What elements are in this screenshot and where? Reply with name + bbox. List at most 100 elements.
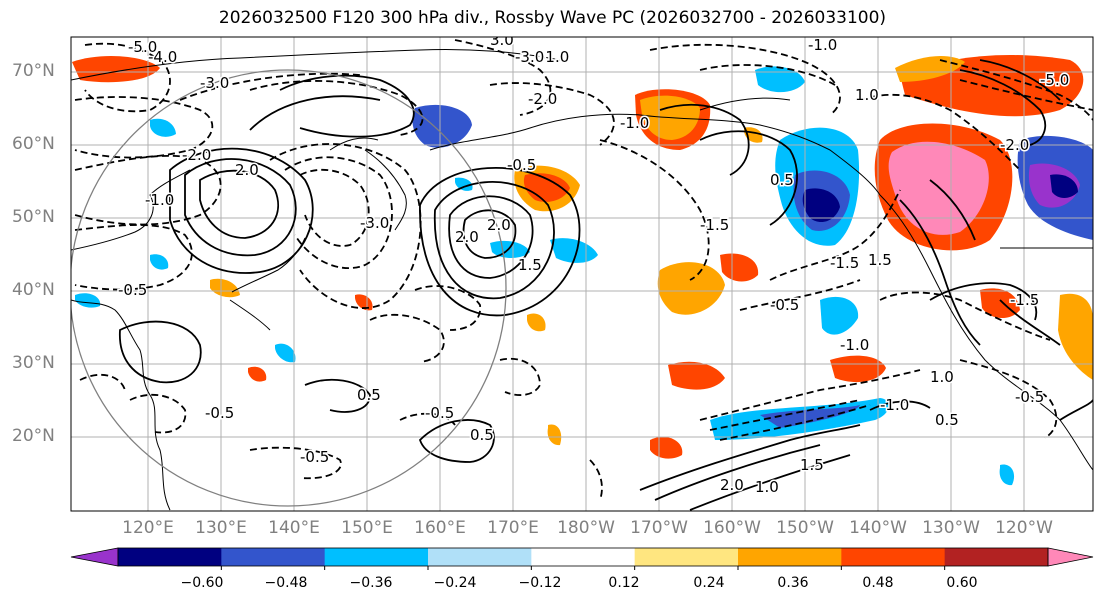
- contour-label: -0.5: [770, 296, 799, 314]
- contour-label: 2.0: [720, 476, 744, 494]
- lat-label: 30°N: [12, 353, 55, 373]
- contour-label: 2.0: [235, 161, 259, 179]
- negative-div-patch: [150, 118, 176, 137]
- positive-div-patch: [980, 288, 1020, 319]
- contour-label: -1.0: [840, 336, 869, 354]
- contour-label: -1.0: [145, 191, 174, 209]
- lon-label: 120°W: [995, 518, 1053, 538]
- contour-label: -0.5: [118, 281, 147, 299]
- positive-div-patch: [650, 436, 683, 459]
- colorbar-segment: [634, 548, 739, 566]
- gridlines: [71, 37, 1093, 511]
- colorbar: [70, 547, 1094, 570]
- contour-label: -1.0: [540, 48, 569, 66]
- contour-label: -0.5: [1015, 388, 1044, 406]
- lon-label: 140°E: [268, 518, 320, 538]
- divergence-shading: [72, 55, 1093, 486]
- lon-label: 130°E: [195, 518, 247, 538]
- colorbar-segment: [738, 548, 842, 566]
- contour-label: 0.5: [770, 171, 794, 189]
- contour-label: 1.5: [868, 251, 892, 269]
- negative-div-patch: [1050, 174, 1078, 198]
- contour-label: -1.0: [880, 396, 909, 414]
- lon-label: 170°W: [630, 518, 688, 538]
- contour-label: 1.0: [755, 478, 779, 496]
- negative-div-patch: [275, 343, 296, 363]
- contour-label: -1.0: [808, 36, 837, 54]
- colorbar-tick-label: −0.48: [264, 575, 308, 591]
- positive-div-patch: [830, 355, 886, 383]
- lon-label: 180°W: [557, 518, 615, 538]
- positive-div-patch: [657, 262, 725, 315]
- colorbar-segment: [428, 548, 532, 566]
- lon-label: 150°E: [341, 518, 393, 538]
- contour-label: -4.0: [148, 48, 177, 66]
- map-panel: -5.0-4.0-3.0-2.0-1.0-0.5-0.5-0.5-0.5-1.0…: [71, 36, 1093, 511]
- contour-label: 0.5: [470, 426, 494, 444]
- colorbar-segment: [531, 548, 636, 566]
- positive-div-patch: [1058, 293, 1093, 380]
- colorbar-frame: [117, 547, 1049, 567]
- contour-label: 0.5: [935, 411, 959, 429]
- positive-div-patch: [355, 294, 373, 311]
- lon-label: 160°W: [703, 518, 761, 538]
- contour-label: -2.0: [1000, 136, 1029, 154]
- positive-contours: [119, 59, 1093, 511]
- contour-label: -0.5: [507, 156, 536, 174]
- colorbar-segment: [118, 548, 222, 566]
- lat-label: 70°N: [12, 61, 55, 81]
- lon-label: 150°W: [776, 518, 834, 538]
- contour-labels: -5.0-4.0-3.0-2.0-1.0-0.5-0.5-0.5-0.5-1.0…: [117, 36, 1071, 498]
- coastlines: [71, 48, 1093, 511]
- lon-label: 170°E: [487, 518, 539, 538]
- coastline-arctic: [71, 48, 561, 81]
- positive-div-patch: [668, 361, 725, 390]
- colorbar-tick-label: 0.36: [777, 575, 809, 591]
- negative-div-patch: [802, 188, 840, 223]
- negative-div-patch: [455, 177, 473, 191]
- contour-label: -2.0: [182, 146, 211, 164]
- contour-label: -5.0: [128, 38, 157, 56]
- colorbar-segment: [841, 548, 946, 566]
- contour-label: -1.5: [830, 254, 859, 272]
- negative-div-patch: [999, 464, 1015, 486]
- colorbar-segment: [944, 548, 1049, 566]
- negative-contours: [74, 39, 1093, 501]
- lat-label: 20°N: [12, 426, 55, 446]
- positive-div-patch: [527, 313, 546, 332]
- great-circle-marker: [71, 69, 507, 507]
- negative-div-patch: [75, 293, 101, 308]
- contour-label: -5.0: [1040, 71, 1069, 89]
- coastline-asia: [71, 169, 191, 511]
- contour-label: -0.5: [425, 404, 454, 422]
- lon-label: 160°E: [414, 518, 466, 538]
- contour-label: 2.0: [455, 228, 479, 246]
- lon-label: 120°E: [122, 518, 174, 538]
- contour-label: 1.5: [800, 456, 824, 474]
- negative-div-patch: [412, 104, 472, 148]
- contour-label: -3.0: [360, 214, 389, 232]
- contour-label: -0.5: [205, 404, 234, 422]
- negative-div-patch: [490, 240, 530, 258]
- positive-div-patch: [210, 278, 240, 298]
- contour-label: 0.5: [357, 386, 381, 404]
- contour-label: -2.0: [528, 90, 557, 108]
- contour-label: -1.5: [700, 216, 729, 234]
- contour-label: -1.5: [1010, 291, 1039, 309]
- lat-label: 50°N: [12, 207, 55, 227]
- coastline-na-west: [879, 194, 1093, 471]
- colorbar-tick-label: −0.12: [518, 575, 562, 591]
- lat-label: 40°N: [12, 280, 55, 300]
- lon-label: 140°W: [849, 518, 907, 538]
- colorbar-segment: [221, 548, 326, 566]
- contour-label: -3.0: [515, 48, 544, 66]
- positive-div-patch: [248, 366, 267, 382]
- colorbar-tick-label: 0.48: [862, 575, 894, 591]
- colorbar-tick-label: 0.60: [946, 575, 978, 591]
- contour-label: -3.0: [200, 74, 229, 92]
- negative-div-patch: [755, 66, 805, 93]
- colorbar-tick-label: −0.24: [433, 575, 477, 591]
- colorbar-extend-high: [1047, 547, 1094, 567]
- colorbar-tick-label: −0.36: [349, 575, 393, 591]
